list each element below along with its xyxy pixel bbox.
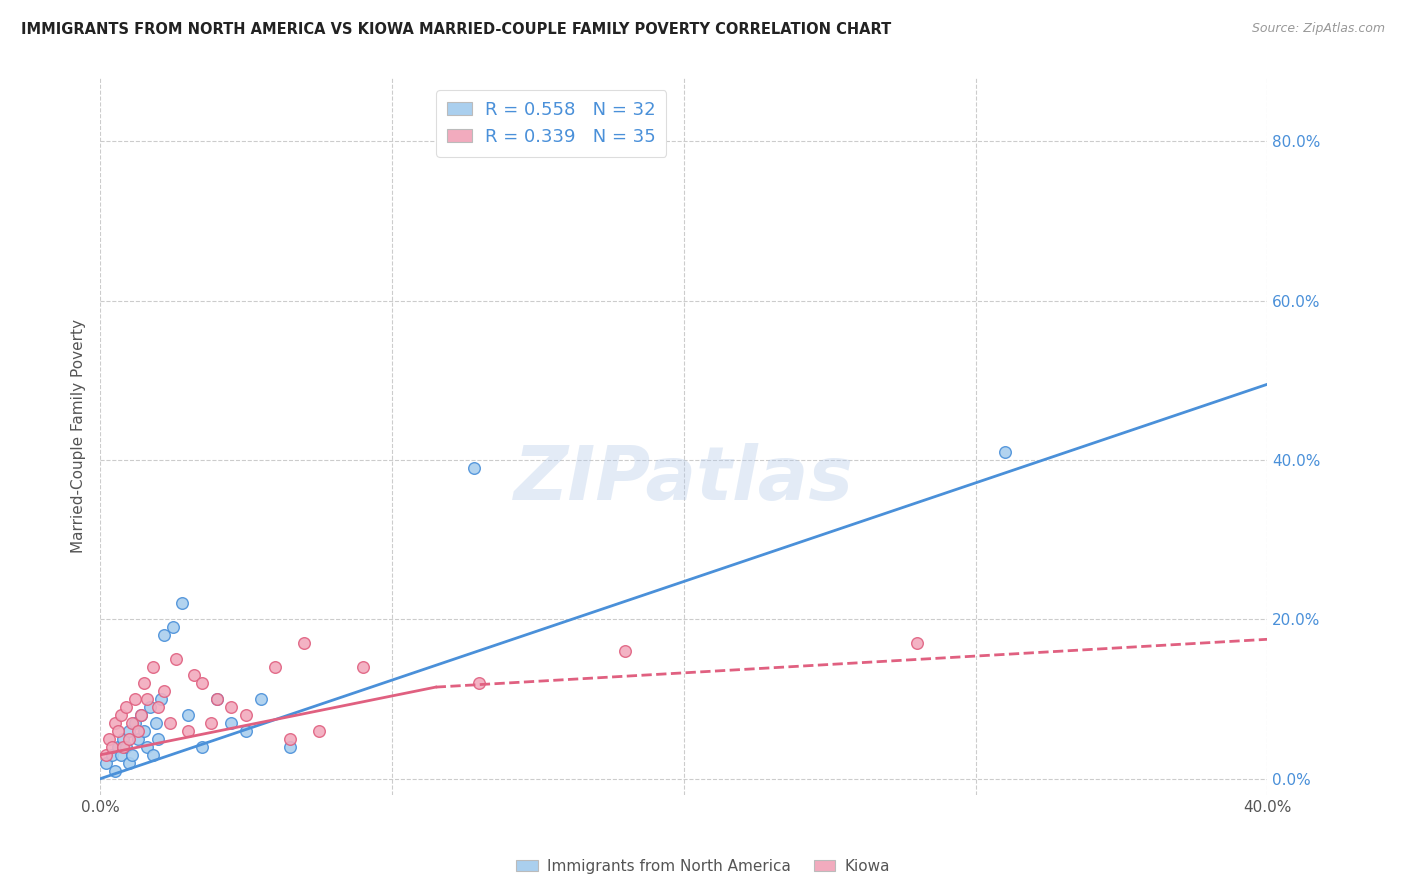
Point	[205, 692, 228, 706]
Y-axis label: Married-Couple Family Poverty: Married-Couple Family Poverty	[72, 319, 86, 553]
Point	[112, 739, 135, 754]
Point	[308, 723, 330, 738]
Point	[191, 739, 214, 754]
Point	[129, 708, 152, 723]
Point	[129, 708, 152, 723]
Point	[905, 636, 928, 650]
Point	[142, 660, 165, 674]
Point	[118, 756, 141, 770]
Point	[107, 739, 129, 754]
Point	[278, 731, 301, 746]
Point	[94, 756, 117, 770]
Point	[468, 676, 491, 690]
Point	[104, 764, 127, 778]
Point	[176, 708, 198, 723]
Point	[112, 731, 135, 746]
Point	[97, 731, 120, 746]
Point	[150, 692, 173, 706]
Point	[101, 739, 124, 754]
Point	[138, 700, 160, 714]
Point	[235, 708, 257, 723]
Point	[463, 461, 485, 475]
Point	[121, 716, 143, 731]
Point	[132, 676, 155, 690]
Point	[200, 716, 222, 731]
Point	[165, 652, 187, 666]
Point	[118, 723, 141, 738]
Text: Source: ZipAtlas.com: Source: ZipAtlas.com	[1251, 22, 1385, 36]
Point	[94, 747, 117, 762]
Point	[191, 676, 214, 690]
Point	[264, 660, 287, 674]
Point	[121, 747, 143, 762]
Point	[104, 716, 127, 731]
Point	[148, 731, 170, 746]
Point	[153, 684, 176, 698]
Point	[614, 644, 637, 658]
Point	[145, 716, 167, 731]
Point	[124, 692, 146, 706]
Point	[142, 747, 165, 762]
Point	[118, 731, 141, 746]
Point	[205, 692, 228, 706]
Point	[101, 747, 124, 762]
Point	[153, 628, 176, 642]
Point	[292, 636, 315, 650]
Point	[148, 700, 170, 714]
Point	[278, 739, 301, 754]
Point	[127, 723, 149, 738]
Point	[159, 716, 181, 731]
Point	[107, 723, 129, 738]
Point	[235, 723, 257, 738]
Point	[249, 692, 271, 706]
Point	[110, 747, 132, 762]
Point	[994, 445, 1017, 459]
Point	[115, 739, 138, 754]
Point	[127, 731, 149, 746]
Point	[124, 716, 146, 731]
Point	[183, 668, 205, 682]
Point	[135, 692, 157, 706]
Point	[162, 620, 184, 634]
Point	[221, 700, 243, 714]
Point	[352, 660, 374, 674]
Point	[115, 700, 138, 714]
Legend: Immigrants from North America, Kiowa: Immigrants from North America, Kiowa	[510, 853, 896, 880]
Point	[221, 716, 243, 731]
Text: IMMIGRANTS FROM NORTH AMERICA VS KIOWA MARRIED-COUPLE FAMILY POVERTY CORRELATION: IMMIGRANTS FROM NORTH AMERICA VS KIOWA M…	[21, 22, 891, 37]
Point	[176, 723, 198, 738]
Point	[132, 723, 155, 738]
Text: ZIPatlas: ZIPatlas	[513, 442, 853, 516]
Legend: R = 0.558   N = 32, R = 0.339   N = 35: R = 0.558 N = 32, R = 0.339 N = 35	[436, 90, 666, 157]
Point	[110, 708, 132, 723]
Point	[170, 596, 193, 610]
Point	[135, 739, 157, 754]
